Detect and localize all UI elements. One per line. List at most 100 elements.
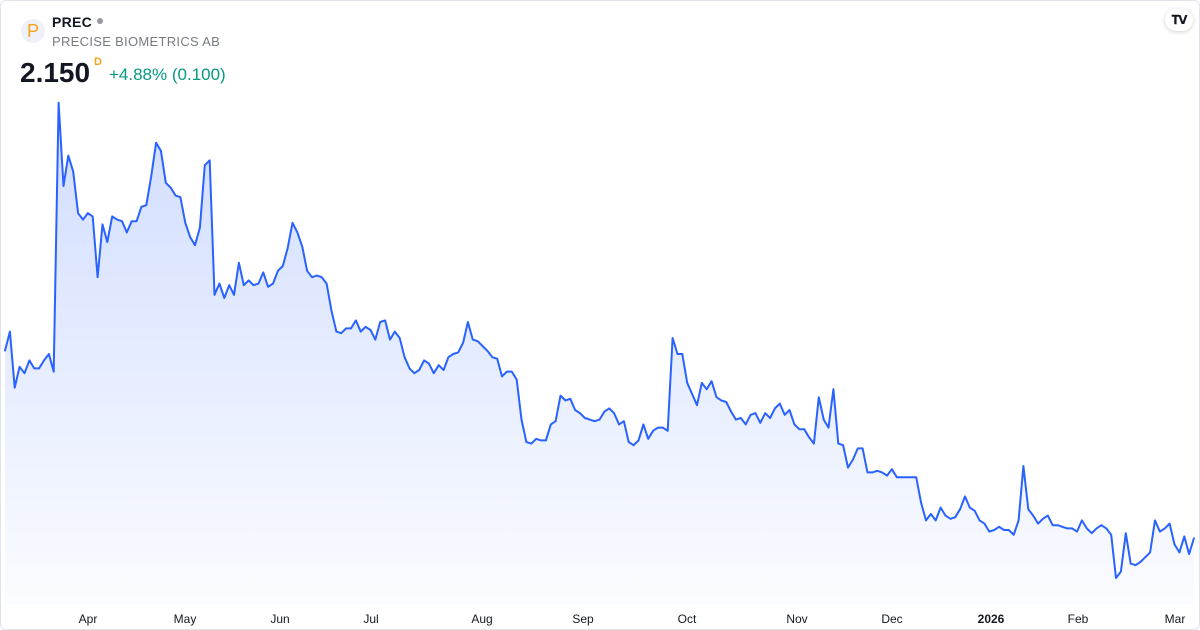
data-point [467,321,469,323]
price-area-fill [5,102,1194,605]
data-point [1120,570,1122,573]
data-point [155,142,157,144]
data-point [111,215,114,218]
data-point [652,430,654,432]
data-point [822,418,825,421]
data-point [135,220,138,222]
data-point [934,519,937,522]
data-point [983,522,986,525]
data-point [281,265,284,267]
data-point [549,423,552,426]
data-point [1183,535,1186,538]
data-point [121,220,123,222]
data-points [4,102,1195,579]
data-point [1081,519,1083,522]
data-point [1047,514,1049,517]
data-point [856,447,859,450]
data-point [632,444,635,447]
data-point [491,356,494,359]
data-point [569,398,572,400]
data-point [1173,543,1176,546]
data-point [462,342,464,344]
data-point [925,519,927,522]
data-point [608,407,611,410]
data-point [1188,553,1190,555]
x-tick-label: 2026 [978,612,1005,626]
data-point [9,330,11,333]
data-point [82,218,84,221]
data-point [1110,534,1112,536]
data-point [915,476,918,479]
data-point [442,369,445,371]
data-point [730,410,732,413]
data-point [208,159,211,162]
data-point [335,330,338,333]
last-price: 2.150 [20,57,91,88]
data-point [272,282,274,285]
data-point [817,396,820,399]
data-point [1017,519,1020,522]
data-point [374,338,377,341]
data-point [1149,551,1151,554]
data-point [28,359,31,362]
data-point [238,262,240,264]
data-point [993,529,996,531]
data-point [223,297,226,299]
data-point [472,338,474,341]
data-point [691,393,693,395]
data-point [871,471,874,474]
data-point [1168,522,1171,525]
data-point [540,439,542,442]
data-point [150,175,152,178]
data-point [783,414,786,416]
data-point [1100,524,1103,526]
data-point [233,294,235,296]
data-point [257,282,260,285]
data-point [38,367,40,370]
data-point [574,409,576,411]
data-point [481,345,484,347]
data-point [769,417,771,419]
data-point [106,241,109,243]
data-point [286,247,289,250]
data-point [978,519,981,522]
data-point [486,350,489,352]
data-point [428,362,430,365]
data-point [744,423,747,426]
data-point [262,271,265,274]
x-tick-label: Oct [678,612,697,626]
data-point [330,310,333,312]
price-change: +4.88% (0.100) [109,65,226,84]
data-point [603,410,606,413]
interval-badge: D [94,56,102,68]
data-point [715,396,718,399]
data-point [847,466,849,469]
data-point [1159,530,1161,533]
data-point [881,471,883,474]
data-point [764,412,766,415]
x-tick-label: Mar [1165,612,1186,626]
data-point [510,370,513,373]
data-point [774,407,776,410]
data-point [701,382,703,384]
data-point [554,420,557,423]
data-point [1056,524,1059,526]
data-point [1066,527,1069,530]
data-point [837,442,840,445]
data-point [496,358,498,360]
data-point [681,353,684,355]
data-point [559,394,562,397]
data-point [306,270,308,272]
x-tick-label: Apr [79,612,98,626]
data-point [798,428,801,431]
tradingview-logo[interactable]: 𝐓𝗩 [1165,9,1193,31]
data-point [910,476,913,479]
data-point [394,330,396,333]
data-point [77,212,79,214]
data-point [67,154,70,157]
data-point [96,276,99,279]
market-status-dot-icon [97,18,104,25]
ticker-symbol[interactable]: PREC [52,14,104,30]
data-point [686,382,689,384]
